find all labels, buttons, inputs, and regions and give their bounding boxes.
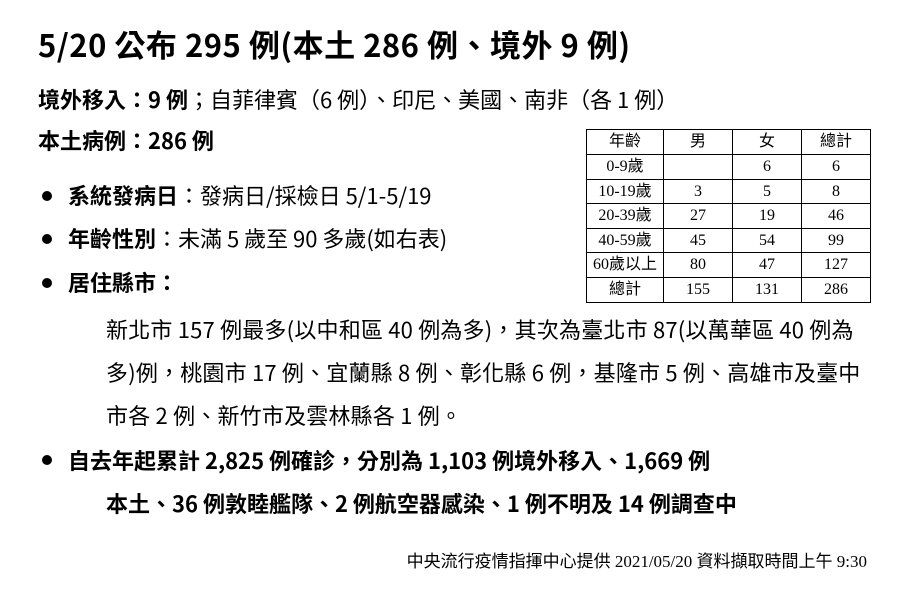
th-age: 年齡 — [586, 130, 663, 155]
cell — [664, 155, 733, 180]
imported-rest: ；自菲律賓（6 例）、印尼、美國、南非（各 1 例） — [188, 83, 678, 115]
page-title: 5/20 公布 295 例(本土 286 例、境外 9 例) — [38, 24, 871, 64]
cell: 10-19歲 — [586, 179, 663, 204]
cumulative-line1: 自去年起累計 2,825 例確診，分別為 1,103 例境外移入、1,669 例 — [38, 439, 871, 482]
county-label: 居住縣市： — [68, 266, 178, 298]
cell: 127 — [802, 253, 871, 278]
cell: 155 — [664, 278, 733, 303]
th-female: 女 — [733, 130, 802, 155]
cell: 5 — [733, 179, 802, 204]
imported-row: 境外移入：9 例；自菲律賓（6 例）、印尼、美國、南非（各 1 例） — [38, 82, 871, 117]
onset-value: ：發病日/採檢日 5/1-5/19 — [178, 179, 432, 211]
cell: 8 — [802, 179, 871, 204]
bullet-onset: 系統發病日：發病日/採檢日 5/1-5/19 — [38, 175, 572, 217]
local-row: 本土病例：286 例 — [38, 123, 572, 158]
left-column: 本土病例：286 例 系統發病日：發病日/採檢日 5/1-5/19 年齡性別：未… — [38, 123, 572, 306]
bullet-age: 年齡性別：未滿 5 歲至 90 多歲(如右表) — [38, 218, 572, 260]
cell: 60歲以上 — [586, 253, 663, 278]
cell: 99 — [802, 228, 871, 253]
age-value: ：未滿 5 歲至 90 多歲(如右表) — [156, 222, 447, 254]
cell: 40-59歲 — [586, 228, 663, 253]
cell: 6 — [802, 155, 871, 180]
cell: 131 — [733, 278, 802, 303]
cell: 27 — [664, 204, 733, 229]
table-row: 10-19歲358 — [586, 179, 870, 204]
local-lead: 本土病例：286 例 — [38, 124, 214, 156]
table-row: 20-39歲271946 — [586, 204, 870, 229]
county-detail: 新北市 157 例最多(以中和區 40 例為多)，其次為臺北市 87(以萬華區 … — [38, 308, 871, 437]
th-male: 男 — [664, 130, 733, 155]
bullet-county: 居住縣市： — [38, 262, 572, 304]
table-row: 60歲以上8047127 — [586, 253, 870, 278]
cell: 20-39歲 — [586, 204, 663, 229]
table-row: 總計155131286 — [586, 278, 870, 303]
age-label: 年齡性別 — [68, 222, 156, 254]
cell: 6 — [733, 155, 802, 180]
cell: 19 — [733, 204, 802, 229]
cell: 54 — [733, 228, 802, 253]
report-page: 5/20 公布 295 例(本土 286 例、境外 9 例) 境外移入：9 例；… — [0, 0, 903, 603]
cell: 80 — [664, 253, 733, 278]
table-row: 40-59歲455499 — [586, 228, 870, 253]
cumulative-line2: 本土、36 例敦睦艦隊、2 例航空器感染、1 例不明及 14 例調查中 — [38, 482, 871, 525]
bullet-list: 系統發病日：發病日/採檢日 5/1-5/19 年齡性別：未滿 5 歲至 90 多… — [38, 175, 572, 304]
cell: 47 — [733, 253, 802, 278]
th-total: 總計 — [802, 130, 871, 155]
imported-lead: 境外移入：9 例 — [38, 83, 188, 115]
footer-source: 中央流行疫情指揮中心提供 2021/05/20 資料擷取時間上午 9:30 — [38, 547, 871, 572]
onset-label: 系統發病日 — [68, 179, 178, 211]
cell: 3 — [664, 179, 733, 204]
age-gender-table: 年齡 男 女 總計 0-9歲66 10-19歲358 20-39歲271946 … — [586, 129, 871, 302]
cell: 0-9歲 — [586, 155, 663, 180]
table-header-row: 年齡 男 女 總計 — [586, 130, 870, 155]
table-body: 0-9歲66 10-19歲358 20-39歲271946 40-59歲4554… — [586, 155, 870, 303]
table-row: 0-9歲 66 — [586, 155, 870, 180]
cell: 46 — [802, 204, 871, 229]
main-two-column: 本土病例：286 例 系統發病日：發病日/採檢日 5/1-5/19 年齡性別：未… — [38, 123, 871, 306]
cell: 總計 — [586, 278, 663, 303]
cell: 45 — [664, 228, 733, 253]
cell: 286 — [802, 278, 871, 303]
